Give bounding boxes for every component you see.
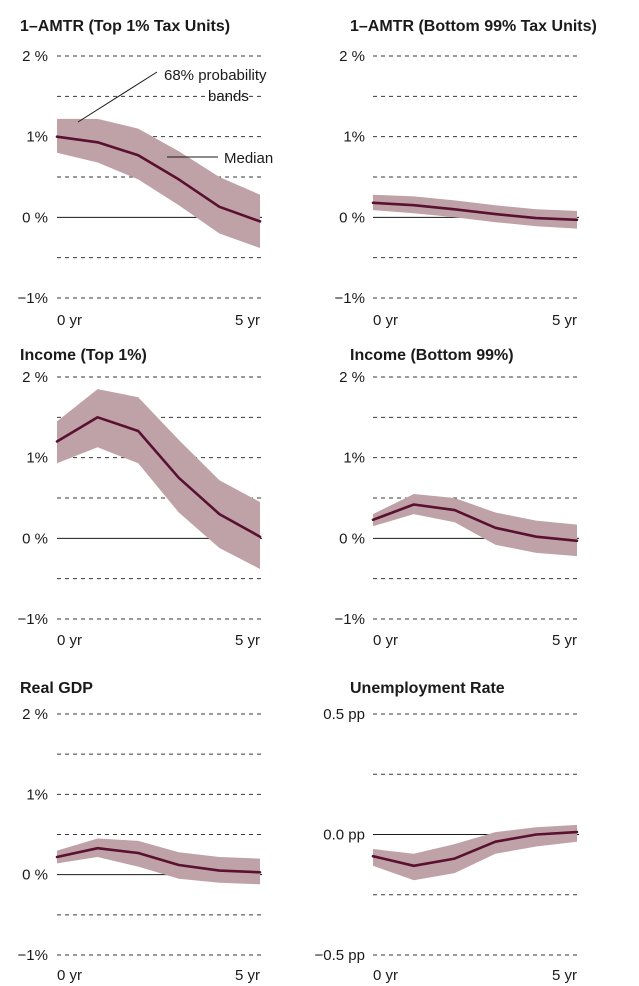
annotation-layer: 68% probability bands Median: [77, 67, 273, 167]
y-tick-label: −1%: [335, 290, 365, 307]
probability-band: [57, 389, 260, 569]
chart-title: 1–AMTR (Bottom 99% Tax Units): [350, 18, 597, 35]
y-tick-label: 0 %: [22, 209, 48, 226]
x-tick-label: 5 yr: [235, 632, 260, 649]
y-tick-label: −1%: [18, 947, 48, 964]
median-line: [55, 415, 262, 539]
chart-title: Unemployment Rate: [350, 680, 505, 697]
y-tick-label: 0 %: [339, 209, 365, 226]
y-tick-label: −0.5 pp: [315, 947, 365, 964]
y-tick-label: −1%: [335, 611, 365, 628]
x-tick-label: 0 yr: [373, 312, 398, 329]
y-tick-label: 1%: [26, 129, 48, 146]
x-tick-label: 5 yr: [552, 632, 577, 649]
chart-panel-4: Income (Bottom 99%) −1% 0 % 1% 2 % 0 yr 5 yr: [335, 347, 579, 649]
x-tick-label: 0 yr: [57, 632, 82, 649]
chart-panel-3: Income (Top 1%) −1% 0 % 1% 2 % 0 yr 5 yr: [18, 347, 262, 649]
y-tick-label: 2 %: [339, 48, 365, 65]
median-line: [371, 830, 579, 868]
x-tick-label: 5 yr: [235, 967, 260, 984]
chart-title: Income (Top 1%): [20, 347, 147, 364]
bands-annotation-line2: bands: [208, 88, 249, 105]
probability-band: [373, 494, 577, 557]
y-tick-label: 2 %: [339, 369, 365, 386]
y-tick-label: 2 %: [22, 706, 48, 723]
x-tick-label: 0 yr: [373, 632, 398, 649]
probability-band: [373, 824, 577, 881]
y-tick-label: 0.0 pp: [323, 827, 365, 844]
y-tick-label: 0 %: [22, 530, 48, 547]
chart-title: 1–AMTR (Top 1% Tax Units): [20, 18, 230, 35]
bands-leader-line: [77, 71, 158, 123]
y-tick-label: 0.5 pp: [323, 706, 365, 723]
y-tick-label: 1%: [26, 450, 48, 467]
median-line: [55, 135, 262, 223]
y-tick-label: 0 %: [22, 867, 48, 884]
probability-band: [57, 118, 260, 249]
y-tick-label: 1%: [343, 129, 365, 146]
y-tick-label: 2 %: [22, 369, 48, 386]
median-annotation: Median: [224, 150, 273, 167]
probability-band: [57, 838, 260, 885]
y-tick-label: −1%: [18, 290, 48, 307]
chart-title: Real GDP: [20, 680, 93, 697]
median-line: [55, 846, 262, 874]
y-tick-label: 2 %: [22, 48, 48, 65]
y-tick-label: 0 %: [339, 530, 365, 547]
y-tick-label: 1%: [343, 450, 365, 467]
median-line: [371, 503, 579, 543]
chart-panel-6: Unemployment Rate −0.5 pp 0.0 pp 0.5 pp 0 yr…: [315, 680, 579, 984]
x-tick-label: 5 yr: [552, 312, 577, 329]
chart-title: Income (Bottom 99%): [350, 347, 514, 364]
y-tick-label: −1%: [18, 611, 48, 628]
x-tick-label: 5 yr: [235, 312, 260, 329]
chart-panel-2: 1–AMTR (Bottom 99% Tax Units) −1% 0 % 1% 2 %…: [335, 18, 597, 329]
x-tick-label: 0 yr: [373, 967, 398, 984]
bands-annotation-line1: 68% probability: [164, 67, 267, 84]
median-line: [371, 201, 579, 222]
y-tick-label: 1%: [26, 786, 48, 803]
chart-panel-1: 1–AMTR (Top 1% Tax Units) −1% 0 % 1% 2 % 0 yr…: [18, 18, 262, 329]
chart-panel-5: Real GDP −1% 0 % 1% 2 % 0 yr 5 yr: [18, 680, 262, 984]
x-tick-label: 0 yr: [57, 312, 82, 329]
x-tick-label: 0 yr: [57, 967, 82, 984]
x-tick-label: 5 yr: [552, 967, 577, 984]
